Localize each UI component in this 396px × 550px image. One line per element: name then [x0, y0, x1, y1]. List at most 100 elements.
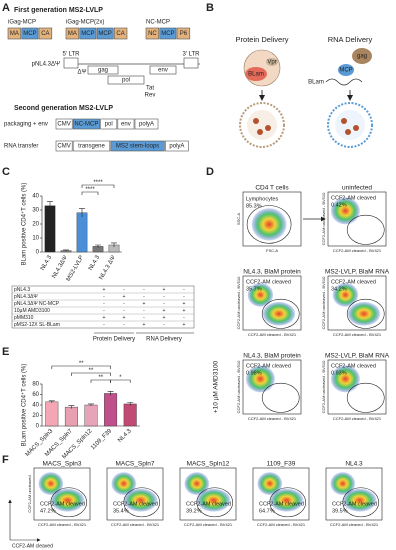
y-tick-label: 40: [32, 403, 39, 409]
plot-title: NL4.3: [345, 461, 363, 468]
plot-title: CD4 T cells: [255, 185, 289, 192]
part-label: MCP: [23, 31, 36, 37]
panel-label: B: [206, 2, 214, 14]
plot-title: MS2-LVLP, BlaM RNA: [325, 269, 390, 276]
row-label: RNA transfer: [4, 144, 38, 150]
significance-label: ****: [85, 187, 95, 193]
cell: -: [183, 287, 185, 293]
plot-title: NL4.3, BlaM protein: [243, 353, 301, 360]
cell: -: [163, 294, 165, 300]
part-label: env: [121, 122, 131, 128]
cell: +: [183, 308, 186, 314]
group-label: Protein Delivery: [93, 337, 135, 343]
construct-part: [113, 27, 128, 40]
genome-map: [63, 57, 200, 85]
y-tick-label: 10: [32, 236, 39, 242]
gate-percent: 0.98%: [246, 370, 262, 376]
error-bar: [63, 249, 69, 252]
protein-label: BLam: [248, 72, 264, 78]
error-bar: [47, 201, 53, 210]
construct-part: [65, 27, 80, 40]
gate-label: CCF2-AM cleaved: [259, 501, 304, 507]
gate-percent: 47.2%: [40, 508, 56, 514]
density: [111, 472, 137, 496]
section-title: Second generation MS2-LVLP: [14, 105, 113, 112]
plot-title: MACS_Spln3: [42, 461, 81, 468]
x-axis-label: CCF2-AM cleaved - BV421: [330, 522, 379, 527]
bar: [44, 205, 56, 253]
density: [330, 472, 356, 496]
bar: [45, 401, 59, 427]
construct-part: [7, 27, 22, 40]
gate-percent: 39.5%: [332, 508, 348, 514]
error-bar: [79, 208, 85, 217]
x-axis-label: CCF2-AM cleaved - BV421: [111, 522, 160, 527]
gate: [246, 205, 292, 244]
gate-percent: 0.93%: [331, 370, 347, 376]
density: [38, 472, 64, 496]
protein-label: BLam: [308, 80, 324, 86]
part-label: CA: [116, 31, 124, 37]
error-bar: [111, 242, 117, 248]
row-label: +10 µM AMD3100: [213, 360, 220, 413]
x-tick-label: NL4.3: [88, 254, 102, 271]
construct-part: [55, 118, 73, 130]
significance-label: ****: [93, 180, 103, 186]
gate-percent: 64.7%: [259, 508, 275, 514]
significance-label: **: [98, 375, 103, 381]
construct-part: [72, 118, 100, 130]
genome-label: pol: [122, 78, 130, 84]
y-tick-label: 20: [32, 413, 39, 419]
panel-label: D: [206, 166, 214, 178]
cell: -: [103, 322, 105, 328]
section-title: RNA Delivery: [328, 35, 373, 44]
density: [247, 283, 274, 307]
significance-bracket: [71, 372, 111, 376]
gate: [346, 382, 385, 413]
construct-part: [72, 140, 111, 152]
x-axis-label: CCF2-AM cleaved - BV421: [248, 332, 297, 337]
section-title: First generation MS2-LVLP: [14, 7, 103, 14]
part-label: pol: [105, 122, 113, 128]
y-axis-label: CCF2-AM uncleaved - BV510: [321, 276, 326, 329]
construct-part: [176, 27, 191, 40]
construct-part: [55, 140, 73, 152]
density: [269, 488, 304, 512]
gate: [196, 487, 233, 518]
group-label: RNA Delivery: [146, 337, 182, 343]
cell: -: [163, 322, 165, 328]
part-label: MCP: [98, 31, 111, 37]
protein-label: gag: [357, 54, 367, 60]
bar: [104, 393, 118, 427]
cell: +: [163, 287, 166, 293]
genome-label: ΔΨ: [77, 70, 86, 76]
cell: -: [123, 287, 125, 293]
genome-label: 3' LTR: [182, 52, 200, 58]
row-name: pMM310: [14, 315, 34, 321]
gate-percent: 35.7%: [246, 286, 262, 292]
gate-percent: 85.3%: [246, 203, 262, 209]
density: [330, 365, 360, 393]
gate-percent: 35.4%: [113, 508, 129, 514]
density: [332, 283, 359, 307]
legend-x: CCF2-AM cleaved: [12, 543, 53, 549]
x-tick-label: 1109_F39: [90, 428, 114, 452]
density: [257, 472, 283, 496]
cell: +: [103, 315, 106, 321]
density: [330, 197, 360, 225]
y-axis-label: CCF2-AM uncleaved: [27, 475, 32, 512]
cell: +: [183, 301, 186, 307]
cell: +: [143, 301, 146, 307]
cell: -: [183, 315, 185, 321]
cell: +: [143, 322, 146, 328]
bar: [84, 404, 98, 427]
y-tick-label: 80: [32, 382, 39, 388]
panel-label: A: [2, 2, 10, 14]
row-name: pNL4.3ΔΨ: [14, 294, 38, 300]
y-tick-label: 0: [36, 424, 40, 430]
gate: [261, 382, 300, 413]
error-bar: [88, 403, 94, 407]
genome-label: gag: [98, 68, 108, 74]
plasmid-name: pNL4.3ΔΨ: [32, 62, 60, 68]
part-label: CA: [41, 31, 49, 37]
